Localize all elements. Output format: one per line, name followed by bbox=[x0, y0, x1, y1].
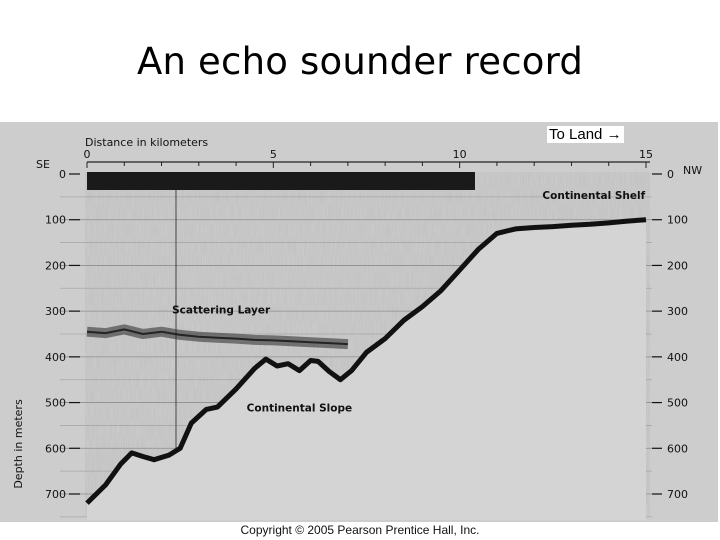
chart-annotation: Scattering Layer bbox=[172, 304, 271, 316]
to-land-text: To Land bbox=[549, 126, 603, 143]
y-tick-label-left: 300 bbox=[45, 305, 66, 318]
chart-annotation: Continental Slope bbox=[247, 403, 352, 415]
chart-annotation: Continental Shelf bbox=[542, 190, 645, 202]
sediment-fill bbox=[87, 219, 646, 520]
to-land-label: To Land → bbox=[547, 126, 624, 143]
y-tick-label-left: 600 bbox=[45, 442, 66, 455]
scattering-layer-line bbox=[86, 328, 348, 346]
y-tick-label-right: 400 bbox=[667, 351, 688, 364]
sea-floor-line bbox=[85, 217, 647, 505]
slide-title: An echo sounder record bbox=[136, 40, 584, 83]
copyright-text: Copyright © 2005 Pearson Prentice Hall, … bbox=[240, 523, 480, 537]
y-tick-label-right: 300 bbox=[667, 305, 688, 318]
y-tick-label-left: 700 bbox=[45, 488, 66, 501]
x-tick-label: 5 bbox=[270, 148, 277, 161]
arrow-right-icon: → bbox=[606, 126, 622, 143]
y-tick-label-left: 0 bbox=[59, 168, 66, 181]
surface-dark-band bbox=[87, 172, 475, 190]
y-axis-label: Depth in meters bbox=[12, 399, 25, 489]
side-label-se: SE bbox=[36, 158, 50, 171]
y-tick-label-right: 100 bbox=[667, 214, 688, 227]
x-tick-label: 15 bbox=[639, 148, 653, 161]
y-tick-label-left: 100 bbox=[45, 214, 66, 227]
y-tick-label-right: 200 bbox=[667, 259, 688, 272]
y-tick-label-right: 700 bbox=[667, 488, 688, 501]
x-tick-label: 0 bbox=[84, 148, 91, 161]
y-tick-label-left: 200 bbox=[45, 259, 66, 272]
side-label-nw: NW bbox=[683, 164, 702, 177]
y-tick-label-right: 600 bbox=[667, 442, 688, 455]
x-axis-label: Distance in kilometers bbox=[85, 136, 208, 149]
y-tick-label-right: 0 bbox=[667, 168, 674, 181]
x-tick-label: 10 bbox=[453, 148, 467, 161]
y-tick-label-left: 500 bbox=[45, 397, 66, 410]
y-tick-label-left: 400 bbox=[45, 351, 66, 364]
y-tick-label-right: 500 bbox=[667, 397, 688, 410]
